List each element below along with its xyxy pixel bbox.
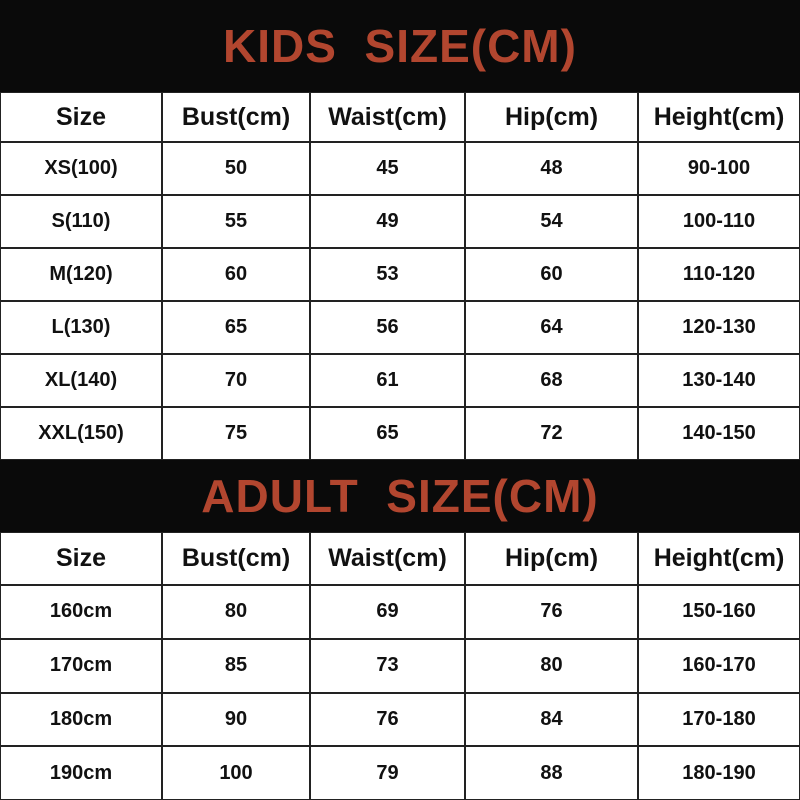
header-cell: Height(cm): [638, 532, 800, 585]
table-cell: 130-140: [638, 354, 800, 407]
table-cell: 120-130: [638, 301, 800, 354]
table-cell: 180cm: [0, 692, 162, 747]
table-cell: 75: [162, 407, 310, 460]
table-cell: 64: [465, 301, 638, 354]
table-cell: 79: [310, 746, 465, 800]
table-cell: 53: [310, 248, 465, 301]
table-cell: 68: [465, 354, 638, 407]
table-cell: 60: [465, 248, 638, 301]
table-cell: 150-160: [638, 585, 800, 639]
table-cell: L(130): [0, 301, 162, 354]
kids-banner: KIDS SIZE(CM): [0, 0, 800, 92]
table-cell: 140-150: [638, 407, 800, 460]
table-cell: 170cm: [0, 638, 162, 693]
table-cell: 110-120: [638, 248, 800, 301]
kids-title: KIDS SIZE(CM): [223, 20, 577, 72]
table-cell: 76: [465, 585, 638, 639]
table-cell: 180-190: [638, 746, 800, 800]
table-cell: 84: [465, 692, 638, 747]
table-cell: 55: [162, 195, 310, 248]
table-cell: 65: [310, 407, 465, 460]
adult-title: ADULT SIZE(CM): [201, 470, 599, 522]
header-cell: Waist(cm): [310, 532, 465, 585]
table-cell: 48: [465, 142, 638, 195]
table-cell: 88: [465, 746, 638, 800]
table-cell: M(120): [0, 248, 162, 301]
table-cell: 80: [465, 638, 638, 693]
header-cell: Height(cm): [638, 92, 800, 142]
table-cell: 54: [465, 195, 638, 248]
table-cell: 100-110: [638, 195, 800, 248]
header-cell: Hip(cm): [465, 92, 638, 142]
table-cell: 73: [310, 638, 465, 693]
adult-banner: ADULT SIZE(CM): [0, 460, 800, 532]
table-cell: 100: [162, 746, 310, 800]
header-cell: Bust(cm): [162, 532, 310, 585]
header-cell: Bust(cm): [162, 92, 310, 142]
table-cell: 80: [162, 585, 310, 639]
table-cell: 190cm: [0, 746, 162, 800]
table-cell: 160-170: [638, 638, 800, 693]
table-cell: 70: [162, 354, 310, 407]
table-cell: XL(140): [0, 354, 162, 407]
table-cell: 50: [162, 142, 310, 195]
header-cell: Size: [0, 532, 162, 585]
table-cell: 49: [310, 195, 465, 248]
header-cell: Waist(cm): [310, 92, 465, 142]
table-cell: XS(100): [0, 142, 162, 195]
table-cell: 170-180: [638, 692, 800, 747]
table-cell: 65: [162, 301, 310, 354]
table-cell: 45: [310, 142, 465, 195]
table-cell: 61: [310, 354, 465, 407]
table-cell: XXL(150): [0, 407, 162, 460]
table-cell: 90: [162, 692, 310, 747]
table-cell: 60: [162, 248, 310, 301]
header-cell: Hip(cm): [465, 532, 638, 585]
table-cell: 76: [310, 692, 465, 747]
table-cell: 56: [310, 301, 465, 354]
table-cell: 72: [465, 407, 638, 460]
table-cell: 90-100: [638, 142, 800, 195]
table-cell: 160cm: [0, 585, 162, 639]
table-cell: 69: [310, 585, 465, 639]
table-cell: 85: [162, 638, 310, 693]
table-cell: S(110): [0, 195, 162, 248]
header-cell: Size: [0, 92, 162, 142]
